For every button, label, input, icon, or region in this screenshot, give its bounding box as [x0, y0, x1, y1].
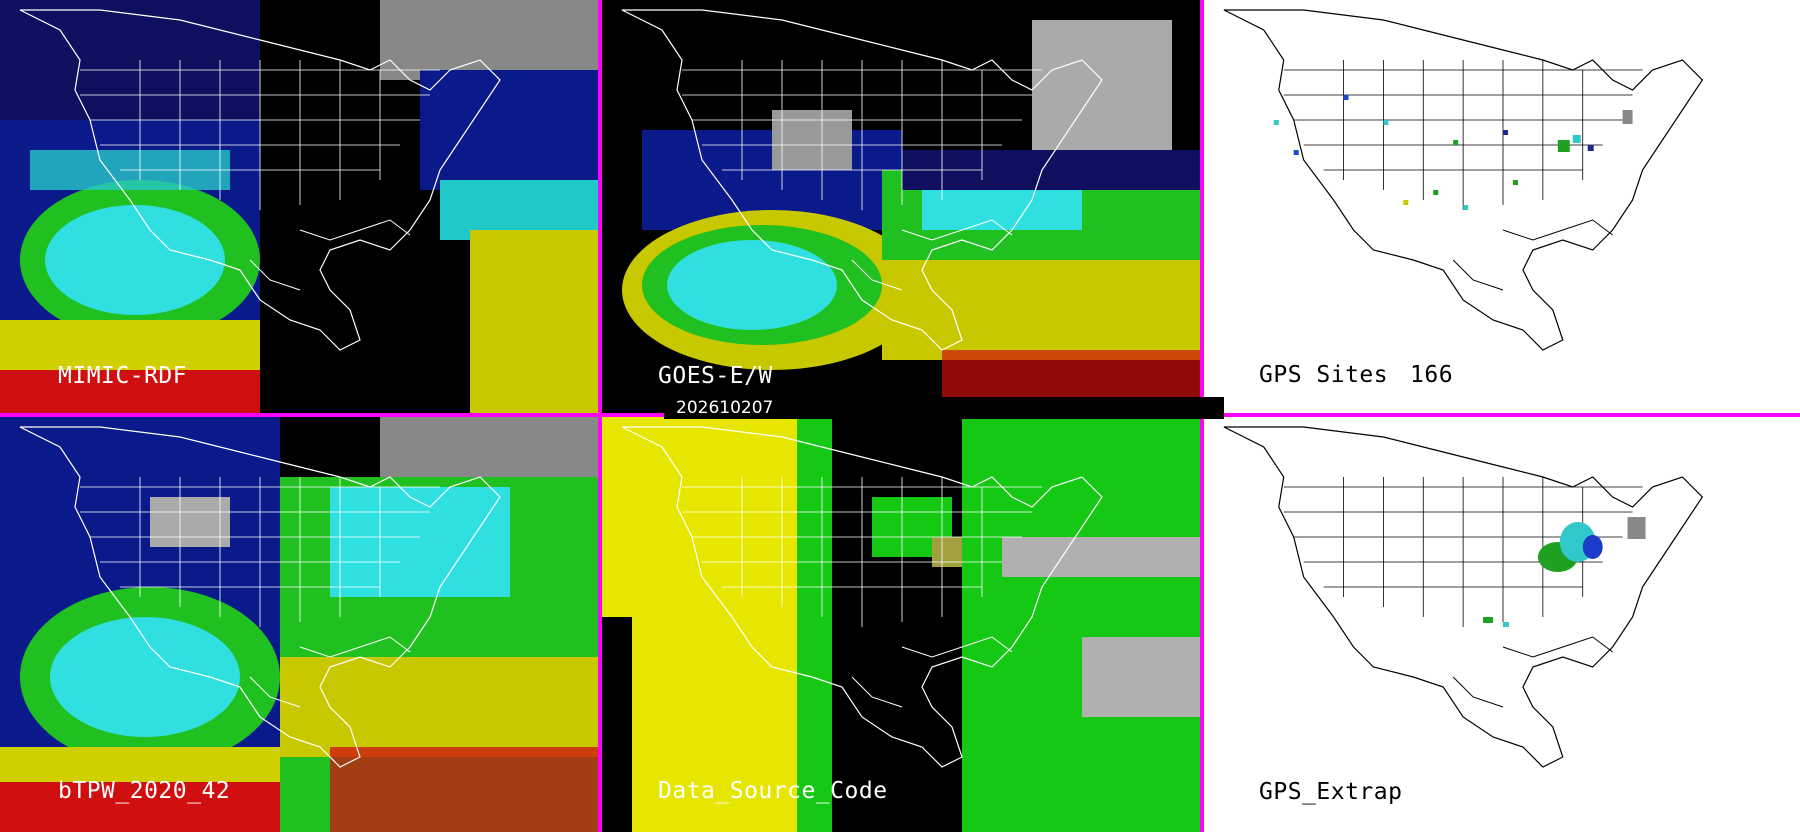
panel-label: GPS Sites	[1259, 362, 1389, 388]
gps-site-markers	[1273, 95, 1633, 210]
panel-label: GOES-E/W	[658, 363, 773, 389]
panel-mimic-rdf: MIMIC-RDF	[0, 0, 598, 413]
tpw-map-mimic	[0, 0, 598, 413]
panel-gps-extrap: GPS_Extrap	[1204, 417, 1800, 832]
gps-sites-map	[1223, 9, 1703, 351]
data-source-map	[602, 417, 1200, 832]
gps-extrap-overlay	[1483, 517, 1646, 627]
tpw-map-goes	[602, 9, 1200, 413]
tpw-map-btpw	[0, 417, 598, 832]
panel-label: GPS_Extrap	[1259, 779, 1403, 805]
timestamp-bar: 202610207	[664, 397, 1224, 419]
gps-site-count: 166	[1410, 362, 1454, 388]
panel-gps-sites: GPS Sites 166	[1204, 0, 1800, 413]
panel-goes-ew: GOES-E/W	[602, 0, 1200, 413]
panel-btpw: bTPW_2020_42	[0, 417, 598, 832]
gps-extrap-map	[1223, 426, 1703, 768]
panel-data-source-code: Data_Source_Code	[602, 417, 1200, 832]
panel-label: bTPW_2020_42	[58, 778, 231, 804]
panel-label: MIMIC-RDF	[58, 363, 188, 389]
panel-label: Data_Source_Code	[658, 778, 888, 804]
